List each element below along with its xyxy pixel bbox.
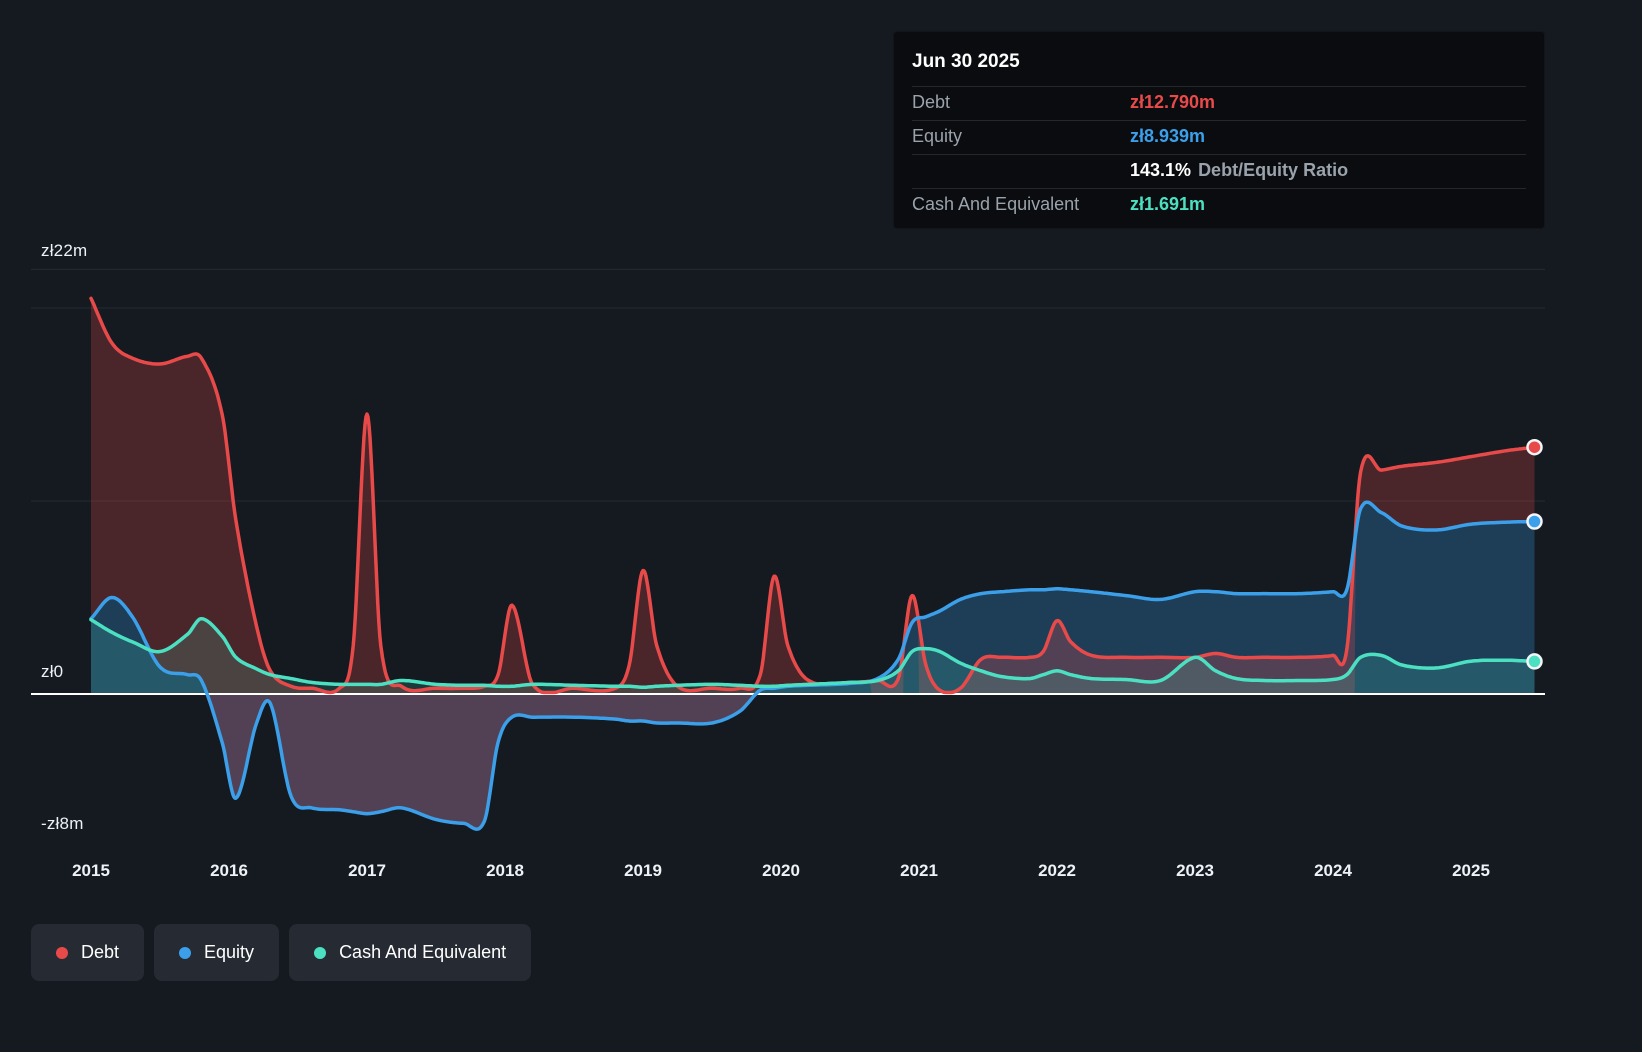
- equity-end-marker: [1526, 513, 1543, 530]
- debt-series-dot-icon: [56, 946, 68, 959]
- tooltip-debt-label: Debt: [912, 92, 951, 112]
- x-axis-tick-label: 2017: [348, 861, 386, 880]
- x-axis-tick-label: 2018: [486, 861, 524, 880]
- tooltip-ratio-label: Debt/Equity Ratio: [1198, 160, 1349, 180]
- x-axis-tick-label: 2015: [72, 861, 110, 880]
- equity-line: [89, 500, 1537, 831]
- legend-label-cash: Cash And Equivalent: [339, 942, 507, 962]
- tooltip-cash-label: Cash And Equivalent: [912, 194, 1080, 214]
- chart-legend: Debt Equity Cash And Equivalent: [31, 924, 532, 981]
- x-axis-tick-label: 2023: [1176, 861, 1214, 880]
- legend-label-equity: Equity: [204, 942, 255, 962]
- y-axis-tick-label: zł22m: [41, 241, 88, 260]
- tooltip-equity-row: Equity zł8.939m: [912, 120, 1526, 154]
- equity-series-dot-icon: [179, 946, 192, 959]
- cash-end-marker: [1526, 653, 1543, 670]
- chart-tooltip: Jun 30 2025 Debt zł12.790m Equity zł8.93…: [893, 31, 1545, 229]
- tooltip-cash-row: Cash And Equivalent zł1.691m: [912, 188, 1526, 222]
- tooltip-debt-row: Debt zł12.790m: [912, 86, 1526, 120]
- debt-area: [91, 298, 1535, 830]
- tooltip-debt-value: zł12.790m: [1130, 92, 1216, 112]
- x-axis-tick-label: 2021: [900, 861, 938, 880]
- x-axis-tick-label: 2019: [624, 861, 662, 880]
- legend-item-cash[interactable]: Cash And Equivalent: [289, 924, 532, 981]
- debt-end-marker: [1526, 438, 1543, 456]
- x-axis-tick-label: 2016: [210, 861, 248, 880]
- tooltip-ratio: 143.1% Debt/Equity Ratio: [1130, 160, 1348, 181]
- cash-series-dot-icon: [314, 946, 327, 959]
- cash-line: [89, 616, 1537, 689]
- y-axis-tick-label: zł0: [41, 662, 64, 681]
- x-axis-tick-label: 2022: [1038, 861, 1076, 880]
- legend-item-equity[interactable]: Equity: [154, 924, 280, 981]
- tooltip-date: Jun 30 2025: [912, 51, 1020, 72]
- y-axis-tick-label: -zł8m: [41, 814, 84, 833]
- cash-area: [91, 618, 1535, 694]
- x-axis-tick-label: 2025: [1452, 861, 1490, 880]
- x-axis-tick-label: 2020: [762, 861, 800, 880]
- legend-label-debt: Debt: [81, 942, 120, 962]
- tooltip-ratio-row: 143.1% Debt/Equity Ratio: [912, 154, 1526, 188]
- legend-item-debt[interactable]: Debt: [31, 924, 145, 981]
- tooltip-equity-value: zł8.939m: [1130, 126, 1206, 146]
- x-axis-tick-label: 2024: [1314, 861, 1352, 880]
- tooltip-cash-value: zł1.691m: [1130, 194, 1206, 214]
- tooltip-equity-label: Equity: [912, 126, 963, 146]
- debt-line: [89, 296, 1537, 695]
- tooltip-ratio-value: 143.1%: [1130, 160, 1192, 180]
- equity-area: [91, 502, 1535, 830]
